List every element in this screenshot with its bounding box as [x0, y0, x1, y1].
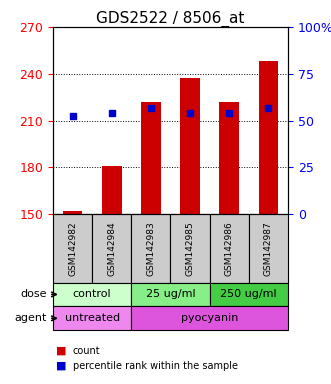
Text: GSM142987: GSM142987	[264, 221, 273, 276]
Bar	[141, 102, 161, 214]
Bar	[53, 214, 92, 283]
Text: 25 ug/ml: 25 ug/ml	[146, 290, 195, 300]
Bar	[102, 166, 121, 214]
Bar	[259, 61, 278, 214]
Text: pyocyanin: pyocyanin	[181, 313, 238, 323]
Text: GSM142983: GSM142983	[146, 221, 155, 276]
Text: untreated: untreated	[65, 313, 120, 323]
Bar	[210, 214, 249, 283]
Text: GSM142984: GSM142984	[107, 221, 116, 276]
Text: control: control	[73, 290, 112, 300]
Bar	[170, 214, 210, 283]
Bar	[131, 283, 210, 306]
Bar	[210, 283, 288, 306]
Text: dose: dose	[21, 290, 47, 300]
Text: 250 ug/ml: 250 ug/ml	[220, 290, 277, 300]
Text: count: count	[73, 346, 100, 356]
Text: ■: ■	[56, 361, 67, 371]
Text: ■: ■	[56, 346, 67, 356]
Bar	[131, 306, 288, 330]
Text: GSM142986: GSM142986	[225, 221, 234, 276]
Bar	[180, 78, 200, 214]
Bar	[219, 102, 239, 214]
Bar	[53, 306, 131, 330]
Text: agent: agent	[15, 313, 47, 323]
Bar	[131, 214, 170, 283]
Title: GDS2522 / 8506_at: GDS2522 / 8506_at	[96, 11, 245, 27]
Bar	[249, 214, 288, 283]
Text: GSM142982: GSM142982	[68, 221, 77, 276]
Bar	[53, 283, 131, 306]
Bar	[92, 214, 131, 283]
Bar	[63, 211, 82, 214]
Text: GSM142985: GSM142985	[186, 221, 195, 276]
Text: percentile rank within the sample: percentile rank within the sample	[73, 361, 238, 371]
